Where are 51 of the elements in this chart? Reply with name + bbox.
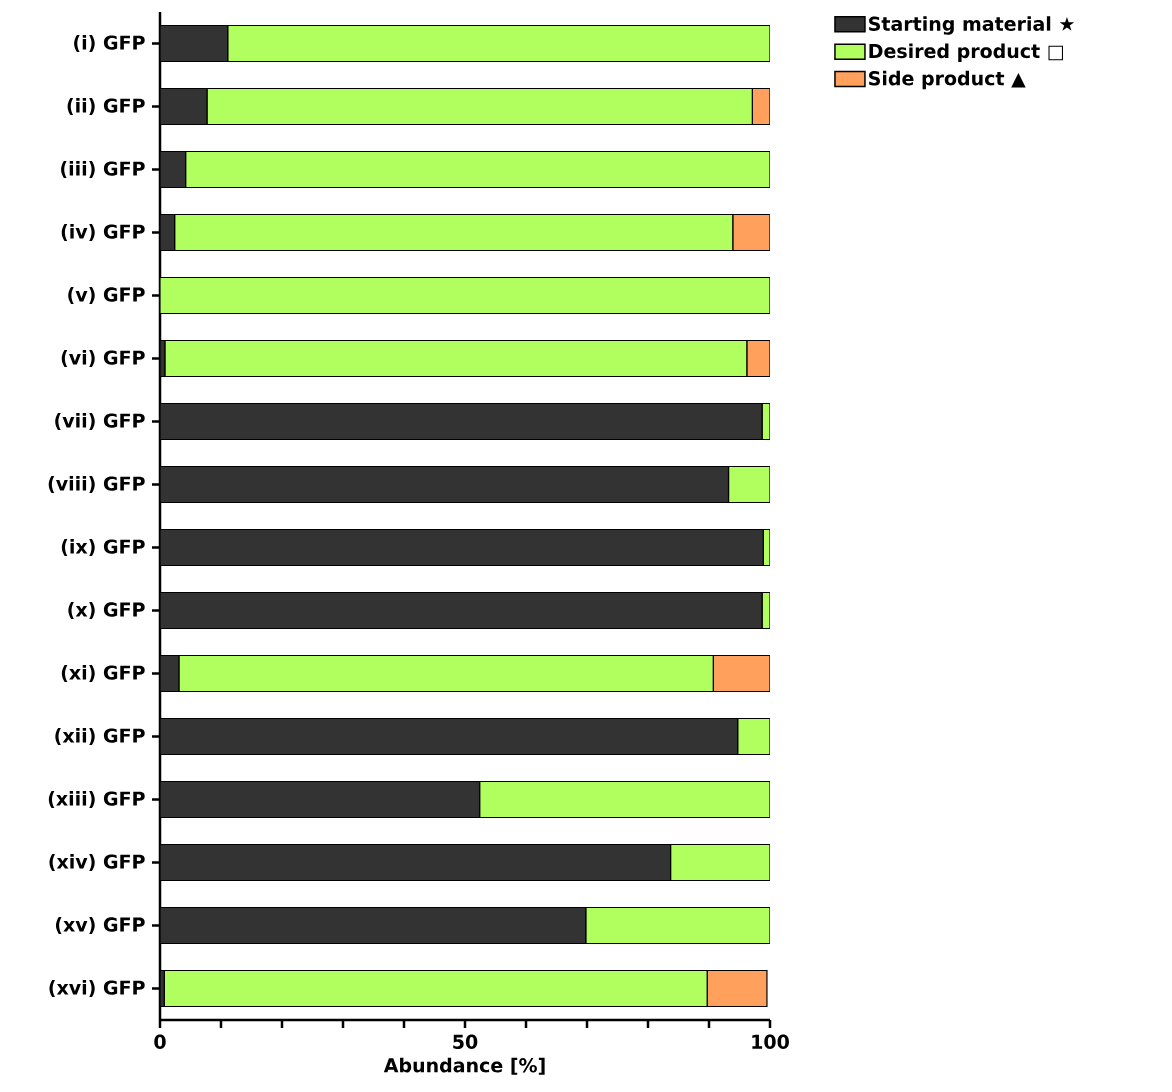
legend-label: Starting material ★ <box>869 16 1075 35</box>
bar <box>174 213 734 252</box>
y-tick-label: (viii) GFP <box>48 476 145 493</box>
y-tick-label: (i) GFP <box>74 35 145 52</box>
x-tick-label: 0 <box>154 1034 166 1049</box>
bar <box>160 780 481 819</box>
bar <box>160 717 739 756</box>
y-tick-label: (iii) GFP <box>61 161 145 178</box>
x-axis-title: Abundance [%] <box>383 1057 545 1075</box>
y-tick-label: (v) GFP <box>68 287 145 304</box>
bar <box>712 654 771 693</box>
x-tick-label: 50 <box>453 1034 478 1049</box>
y-tick-label: (ii) GFP <box>67 98 145 115</box>
y-tick-label: (iv) GFP <box>61 224 145 241</box>
bar <box>737 717 771 756</box>
bar <box>160 24 229 63</box>
bar <box>727 465 771 504</box>
bar <box>206 87 753 126</box>
y-tick-label: (vii) GFP <box>55 413 145 430</box>
bar <box>160 528 764 567</box>
bar <box>160 465 730 504</box>
bar <box>227 24 771 63</box>
bar <box>479 780 771 819</box>
bar <box>732 213 771 252</box>
legend-label: Side product ▲ <box>869 70 1026 90</box>
legend-label: Desired product □ <box>869 43 1063 62</box>
bar <box>160 843 672 882</box>
bar <box>706 969 768 1008</box>
y-tick-label: (x) GFP <box>68 602 145 619</box>
bar <box>178 654 714 693</box>
bar <box>160 402 763 441</box>
bar <box>160 87 208 126</box>
bar <box>163 969 708 1008</box>
y-tick-label: (ix) GFP <box>61 539 145 556</box>
y-tick-label: (vi) GFP <box>61 350 145 367</box>
y-tick-label: (xiii) GFP <box>48 791 145 808</box>
bar <box>164 339 748 378</box>
y-tick-label: (xvi) GFP <box>49 980 145 997</box>
bar <box>746 339 771 378</box>
y-tick-label: (xv) GFP <box>55 917 145 934</box>
bar <box>185 150 771 189</box>
x-tick-label: 100 <box>752 1034 789 1049</box>
bar <box>160 906 587 945</box>
bar <box>585 906 771 945</box>
bar <box>160 276 771 315</box>
bar <box>160 150 187 189</box>
bar <box>160 591 763 630</box>
y-tick-label: (xiv) GFP <box>49 854 145 871</box>
bar <box>669 843 771 882</box>
y-tick-label: (xi) GFP <box>61 665 145 682</box>
y-tick-label: (xii) GFP <box>55 728 145 745</box>
